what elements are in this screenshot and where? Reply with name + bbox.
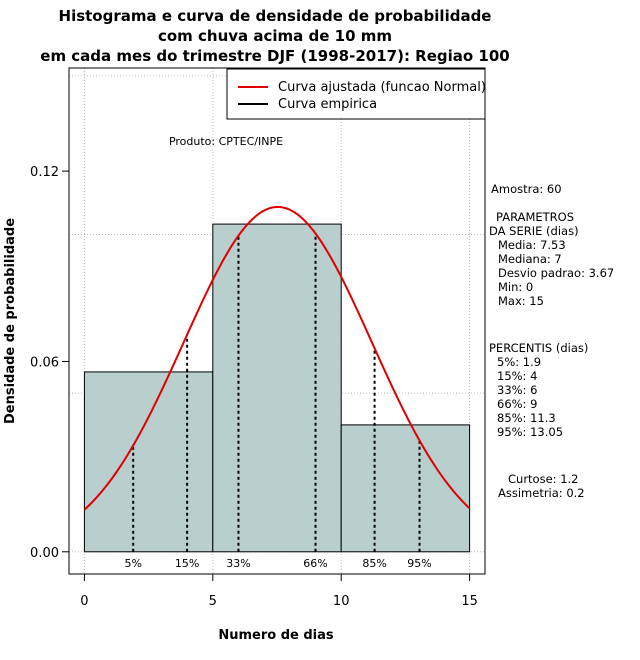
histogram-bars [83,223,471,553]
legend-box [226,68,486,120]
percentile-text-33: 33%: 6 [497,383,537,397]
histogram-bar-1 [212,223,342,553]
histogram-bar-2 [340,424,471,553]
percentile-text-85: 85%: 11.3 [497,411,556,425]
parameter-max: Max: 15 [498,294,544,308]
percentile-label-2: 33% [226,557,250,570]
legend: Curva ajustada (funcao Normal) Curva emp… [226,68,486,120]
sample-size-text: Amostra: 60 [491,182,562,196]
x-tick-label-3: 15 [461,594,478,609]
legend-entry-normal: Curva ajustada (funcao Normal) [278,80,486,95]
parameter-median: Mediana: 7 [498,252,562,266]
x-tick-label-2: 10 [333,594,350,609]
y-tick-label-0: 0.00 [30,546,59,561]
chart-title: Histograma e curva de densidade de proba… [40,7,509,65]
parameter-min: Min: 0 [498,280,533,294]
parameter-mean: Media: 7.53 [498,238,566,252]
x-tick-label-0: 0 [80,594,88,609]
percentile-label-0: 5% [124,557,141,570]
legend-entry-empirical: Curva empirica [278,97,377,112]
percentile-text-15: 15%: 4 [497,369,537,383]
title-line-2: com chuva acima de 10 mm [158,27,392,45]
kurtosis-text: Curtose: 1.2 [508,472,578,486]
x-axis: 0 5 10 15 [80,573,478,609]
percentiles-title: PERCENTIS (dias) [489,341,588,355]
parameters-title: PARAMETROS [496,210,574,224]
percentile-label-5: 95% [407,557,431,570]
statistics-panel: Amostra: 60 PARAMETROS DA SERIE (dias) M… [489,182,614,500]
percentile-label-3: 66% [303,557,327,570]
y-axis-label: Densidade de probabilidade [3,218,18,424]
percentile-lines: 5% 15% 33% 66% 85% 95% [124,233,432,570]
y-tick-label-2: 0.12 [30,165,59,180]
percentile-text-5: 5%: 1.9 [497,355,541,369]
title-line-3: em cada mes do trimestre DJF (1998-2017)… [40,47,509,65]
parameters-subtitle: DA SERIE (dias) [489,224,579,238]
histogram-bar-0 [83,371,214,553]
percentile-text-66: 66%: 9 [497,397,537,411]
percentile-label-1: 15% [175,557,199,570]
x-axis-label: Numero de dias [218,628,334,643]
percentile-label-4: 85% [362,557,386,570]
x-tick-label-1: 5 [209,594,217,609]
normal-curve-line [83,205,471,511]
title-line-1: Histograma e curva de densidade de proba… [59,7,492,25]
parameter-sd: Desvio padrao: 3.67 [498,266,614,280]
product-annotation: Produto: CPTEC/INPE [169,135,283,148]
y-tick-label-1: 0.06 [30,355,59,370]
y-axis: 0.00 0.06 0.12 [30,165,70,561]
percentile-text-95: 95%: 13.05 [497,425,563,439]
skewness-text: Assimetria: 0.2 [498,486,585,500]
